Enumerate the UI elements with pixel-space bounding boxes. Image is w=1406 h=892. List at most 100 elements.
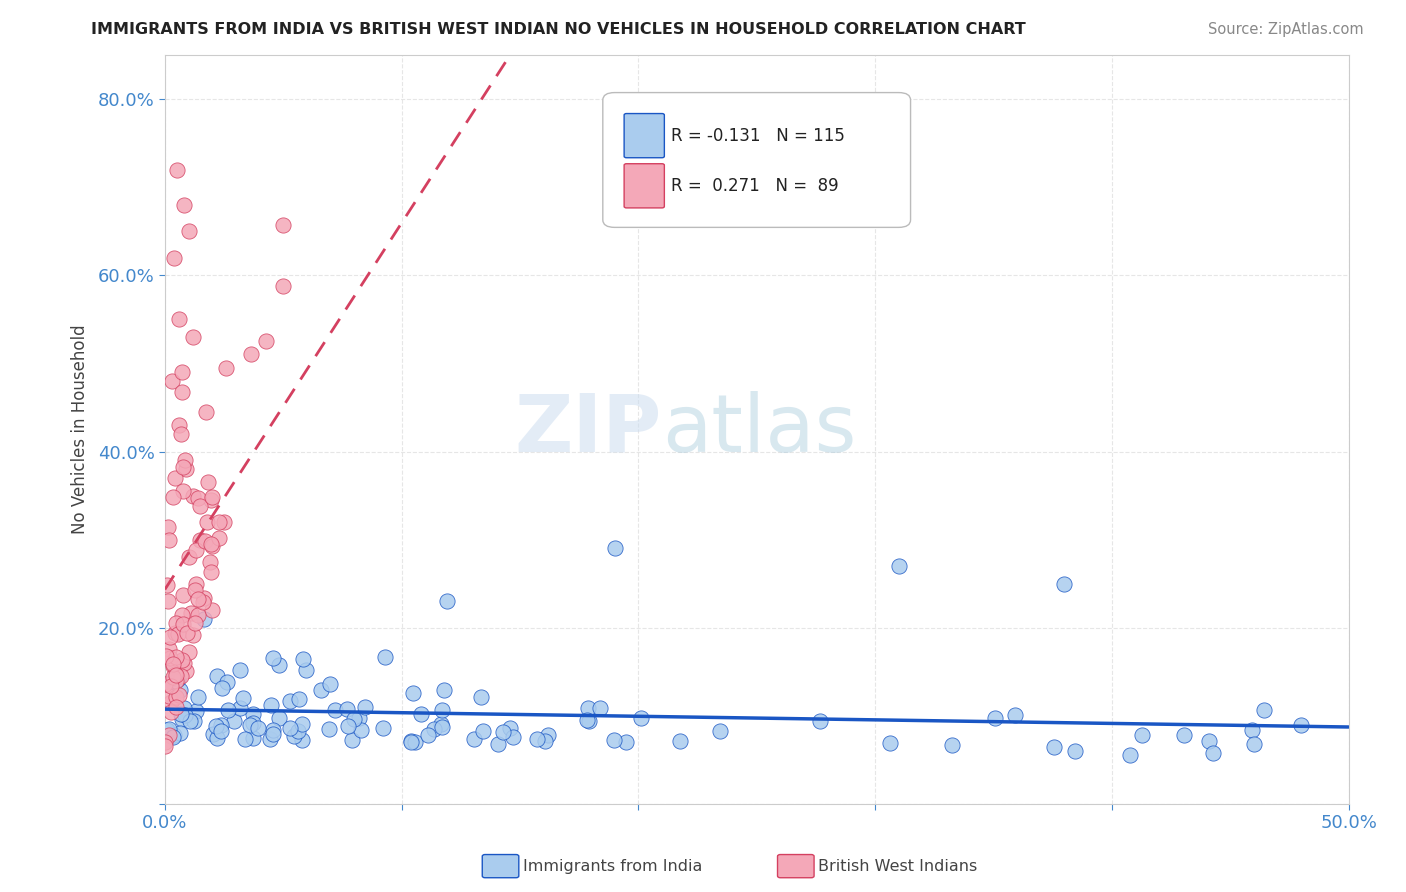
Point xyxy=(242,731,264,745)
Point xyxy=(156,723,179,737)
Point xyxy=(169,726,191,740)
Point xyxy=(319,677,342,691)
Point xyxy=(229,663,252,677)
Point xyxy=(233,732,256,747)
Point xyxy=(165,626,187,640)
Point xyxy=(347,711,370,725)
Point xyxy=(173,656,195,670)
Point xyxy=(157,641,180,656)
Point xyxy=(242,707,264,722)
Point xyxy=(283,729,305,743)
Point xyxy=(191,595,214,609)
Point xyxy=(575,713,598,727)
Point xyxy=(172,366,194,380)
Point xyxy=(156,677,179,691)
Point xyxy=(162,491,184,505)
FancyBboxPatch shape xyxy=(624,113,665,158)
Point xyxy=(1064,744,1087,758)
Point xyxy=(186,704,208,718)
Point xyxy=(172,459,194,474)
Point xyxy=(170,427,193,442)
Point xyxy=(163,666,186,681)
Point xyxy=(211,681,233,695)
Point xyxy=(184,582,207,597)
Point xyxy=(260,698,283,713)
Point xyxy=(941,738,963,752)
Point xyxy=(810,714,832,728)
Point xyxy=(197,515,219,529)
Point xyxy=(1198,734,1220,748)
Point xyxy=(172,588,194,602)
Point xyxy=(201,490,224,504)
Point xyxy=(401,733,423,747)
Point xyxy=(153,677,176,691)
Point xyxy=(157,728,180,742)
Text: Immigrants from India: Immigrants from India xyxy=(523,859,703,873)
Point xyxy=(630,711,652,725)
FancyBboxPatch shape xyxy=(624,164,665,208)
Point xyxy=(209,718,232,732)
Point xyxy=(186,690,208,705)
Point xyxy=(589,701,612,715)
Point xyxy=(537,728,560,742)
Point xyxy=(254,334,277,348)
Point xyxy=(166,162,188,177)
Point xyxy=(181,628,204,642)
Point xyxy=(486,737,509,751)
Point xyxy=(160,679,183,693)
Point xyxy=(242,716,264,731)
Point xyxy=(1130,728,1153,742)
Point xyxy=(262,650,284,665)
Text: R =  0.271   N =  89: R = 0.271 N = 89 xyxy=(672,178,839,195)
Point xyxy=(423,722,446,736)
Point xyxy=(430,717,453,731)
Point xyxy=(262,723,284,737)
Point xyxy=(409,707,432,722)
Point xyxy=(163,728,186,742)
Point xyxy=(159,630,181,644)
Point xyxy=(184,576,207,591)
Point xyxy=(576,701,599,715)
Point xyxy=(201,603,224,617)
Point xyxy=(160,706,183,720)
Point xyxy=(340,732,363,747)
Point xyxy=(603,541,626,556)
Point xyxy=(167,418,190,433)
Point xyxy=(291,651,314,665)
Point xyxy=(402,686,425,700)
Point xyxy=(200,492,222,507)
Point xyxy=(291,717,314,731)
Point xyxy=(709,724,731,739)
Point xyxy=(614,735,637,749)
Point xyxy=(271,279,294,293)
Point xyxy=(162,670,184,684)
Point xyxy=(336,702,359,716)
Point xyxy=(200,536,222,550)
Point xyxy=(193,612,215,626)
Point xyxy=(160,374,183,388)
Point xyxy=(430,720,453,734)
Point xyxy=(295,663,318,677)
Point xyxy=(190,533,212,547)
Point xyxy=(311,683,333,698)
Text: atlas: atlas xyxy=(662,391,856,468)
Point xyxy=(215,361,238,376)
Point xyxy=(247,721,270,735)
Point xyxy=(187,491,209,505)
Point xyxy=(239,718,262,732)
Point xyxy=(371,722,394,736)
Point xyxy=(436,594,458,608)
Point xyxy=(184,616,207,631)
Point xyxy=(174,462,197,476)
Point xyxy=(887,559,910,574)
Point xyxy=(174,452,197,467)
Point xyxy=(1289,718,1312,732)
Point xyxy=(181,489,204,503)
Point xyxy=(401,735,423,749)
Point xyxy=(172,385,194,400)
Point xyxy=(502,730,524,744)
Point xyxy=(472,724,495,739)
Point xyxy=(167,312,190,326)
Point xyxy=(205,731,228,746)
Point xyxy=(194,534,217,549)
